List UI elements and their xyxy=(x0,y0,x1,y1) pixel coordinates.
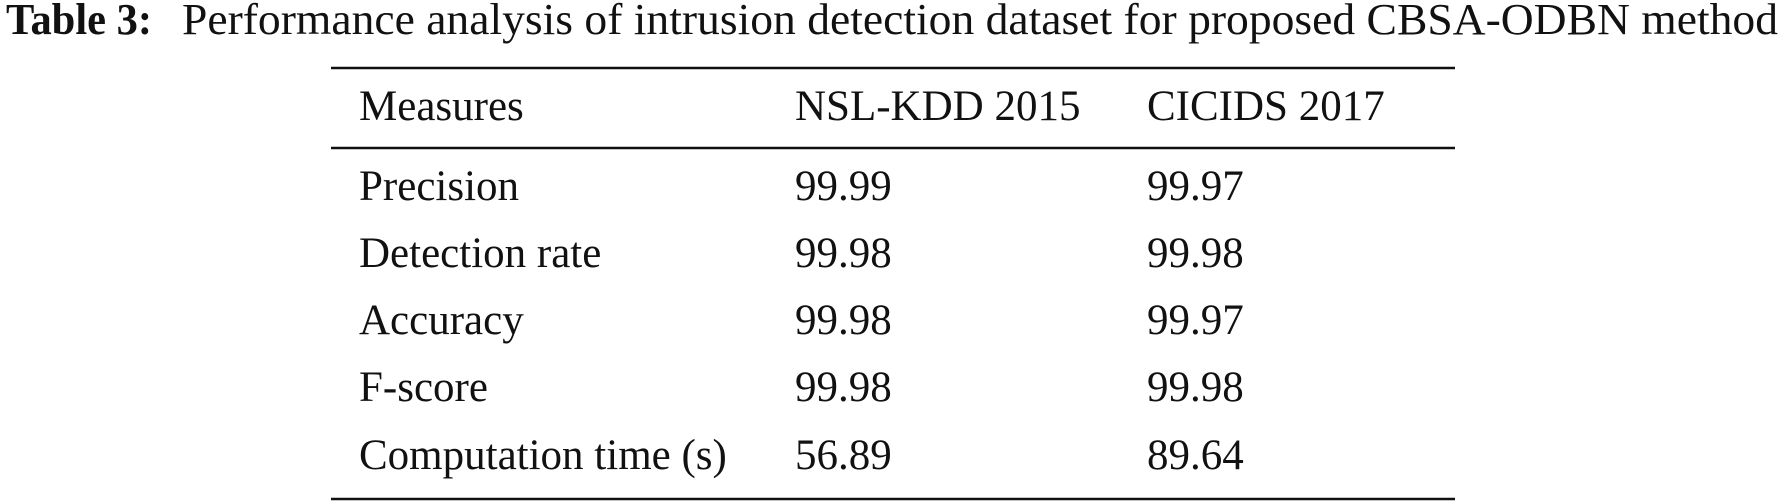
cell: 99.97 xyxy=(1147,163,1244,210)
header-cell: Measures xyxy=(359,83,524,130)
caption-label: Table 3: xyxy=(6,0,152,44)
caption-text: Performance analysis of intrusion detect… xyxy=(182,0,1778,44)
cell: 99.98 xyxy=(795,230,892,277)
cell: 99.98 xyxy=(1147,364,1244,411)
row-label: Precision xyxy=(359,163,519,210)
cell: 99.98 xyxy=(795,297,892,344)
header-cell: CICIDS 2017 xyxy=(1147,83,1385,130)
cell: 99.98 xyxy=(1147,230,1244,277)
cell: 99.99 xyxy=(795,163,892,210)
row-label: Computation time (s) xyxy=(359,432,727,479)
row-label: F-score xyxy=(359,364,488,411)
cell: 89.64 xyxy=(1147,432,1244,479)
row-label: Accuracy xyxy=(359,297,524,344)
cell: 99.97 xyxy=(1147,297,1244,344)
cell: 99.98 xyxy=(795,364,892,411)
cell: 56.89 xyxy=(795,432,892,479)
header-cell: NSL-KDD 2015 xyxy=(795,83,1080,130)
row-label: Detection rate xyxy=(359,230,601,277)
